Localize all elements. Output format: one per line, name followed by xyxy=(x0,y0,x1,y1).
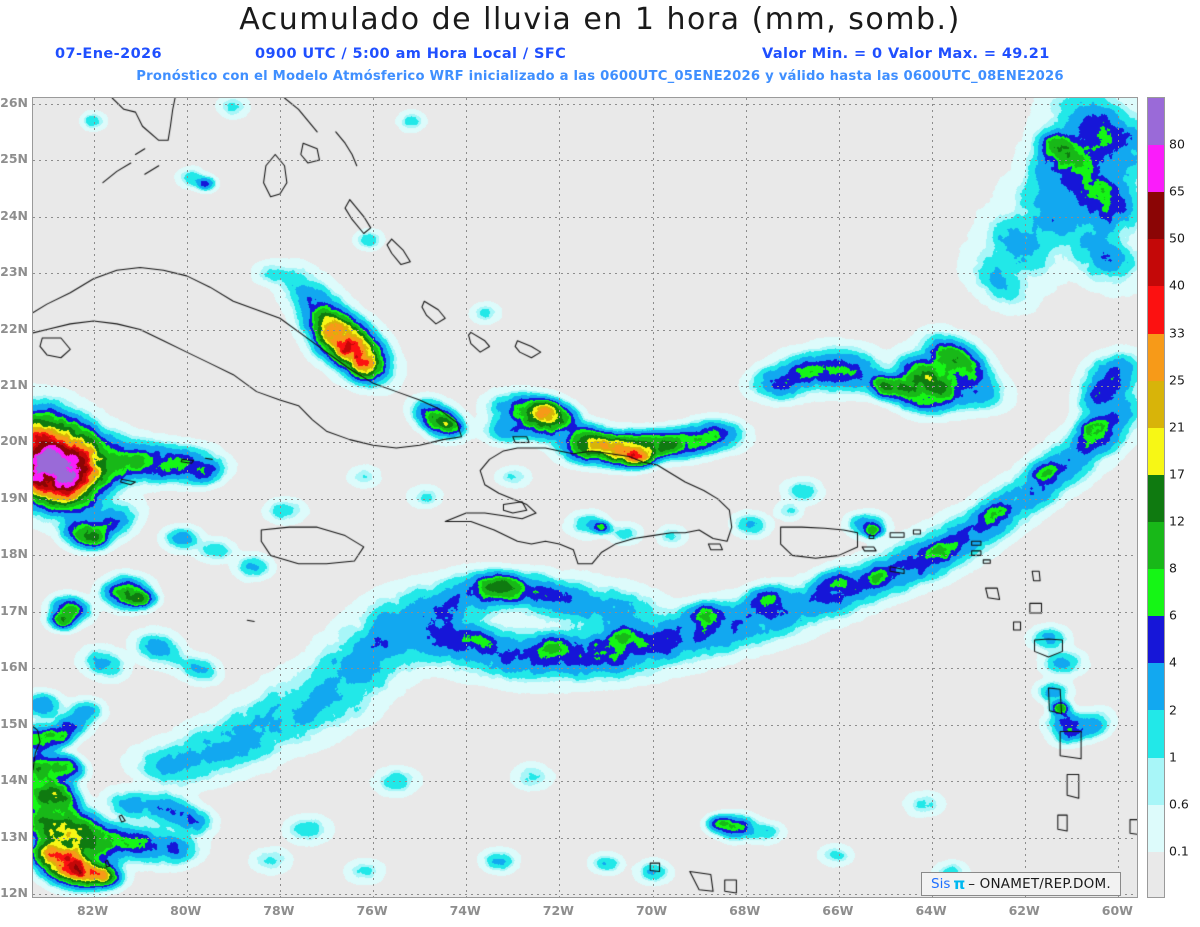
colorbar-tick-label: 80 xyxy=(1169,136,1185,152)
colorbar-tick-label: 12 xyxy=(1169,513,1185,529)
colorbar-segment xyxy=(1148,663,1164,711)
colorbar-segment xyxy=(1148,851,1164,897)
colorbar-segment xyxy=(1148,616,1164,664)
colorbar-tick-label: 33 xyxy=(1169,325,1185,341)
x-tick-label: 78W xyxy=(263,903,295,918)
precipitation-field xyxy=(33,98,1137,897)
colorbar-segment xyxy=(1148,380,1164,428)
colorbar-tick-label: 0.6 xyxy=(1169,796,1189,812)
y-tick-label: 13N xyxy=(0,828,28,844)
y-tick-label: 15N xyxy=(0,715,28,731)
colorbar-segment xyxy=(1148,804,1164,852)
attribution-agency: – ONAMET/REP.DOM. xyxy=(968,876,1111,892)
colorbar-tick-label: 50 xyxy=(1169,230,1185,246)
pi-icon: π xyxy=(953,875,966,893)
page-title: Acumulado de lluvia en 1 hora (mm, somb.… xyxy=(239,2,961,37)
header: Acumulado de lluvia en 1 hora (mm, somb.… xyxy=(0,0,1200,95)
x-tick-label: 82W xyxy=(76,903,109,918)
colorbar-segment xyxy=(1148,239,1164,287)
colorbar-tick-label: 1 xyxy=(1169,749,1177,765)
colorbar-segment xyxy=(1148,145,1164,193)
y-tick-label: 26N xyxy=(0,94,28,110)
colorbar-segment xyxy=(1148,98,1164,146)
y-tick-label: 12N xyxy=(0,885,28,901)
x-tick-label: 64W xyxy=(915,903,947,918)
colorbar xyxy=(1147,97,1165,898)
y-tick-label: 14N xyxy=(0,772,28,788)
colorbar-tick-label: 17 xyxy=(1169,466,1185,482)
colorbar-segment xyxy=(1148,286,1164,334)
colorbar-tick-label: 8 xyxy=(1169,560,1177,576)
colorbar-segment xyxy=(1148,521,1164,570)
x-tick-label: 76W xyxy=(356,903,388,918)
model-description: Pronóstico con el Modelo Atmósferico WRF… xyxy=(136,69,1064,84)
forecast-date: 07-Ene-2026 xyxy=(55,46,163,62)
x-tick-label: 72W xyxy=(542,903,574,918)
x-tick-label: 74W xyxy=(449,903,481,918)
colorbar-tick-label: 0.1 xyxy=(1169,843,1189,859)
colorbar-labels: 0.1 0.6 1 2 4 6 8 12 17 21 25 33 40 50 65 80 xyxy=(1169,97,1200,898)
value-minmax: Valor Min. = 0 Valor Max. = 49.21 xyxy=(762,46,1050,62)
x-tick-label: 80W xyxy=(170,903,202,918)
sis-logo-text: Sis xyxy=(931,876,951,892)
y-tick-label: 24N xyxy=(0,207,28,223)
colorbar-tick-label: 6 xyxy=(1169,607,1177,623)
colorbar-tick-label: 2 xyxy=(1169,702,1177,718)
y-tick-label: 18N xyxy=(0,546,28,562)
x-tick-label: 68W xyxy=(729,903,761,918)
colorbar-segment xyxy=(1148,427,1164,475)
colorbar-segment xyxy=(1148,192,1164,240)
colorbar-segment xyxy=(1148,474,1164,522)
y-tick-label: 17N xyxy=(0,602,28,618)
attribution-badge: Sis π – ONAMET/REP.DOM. xyxy=(921,872,1121,896)
colorbar-tick-label: 21 xyxy=(1169,419,1185,435)
colorbar-tick-label: 25 xyxy=(1169,372,1185,388)
x-tick-label: 62W xyxy=(1008,903,1040,918)
x-tick-label: 70W xyxy=(635,903,668,918)
colorbar-segment xyxy=(1148,569,1164,617)
y-tick-label: 19N xyxy=(0,489,28,505)
x-tick-label: 66W xyxy=(822,903,854,918)
colorbar-segment xyxy=(1148,710,1164,758)
y-tick-label: 22N xyxy=(0,320,28,336)
map-plot-area[interactable] xyxy=(32,97,1138,898)
y-tick-label: 25N xyxy=(0,151,28,167)
y-axis: 26N 25N 24N 23N 22N 21N 20N 19N 18N 17N 16N 15N 14N 1… xyxy=(0,94,30,901)
forecast-time-info: 0900 UTC / 5:00 am Hora Local / SFC xyxy=(255,46,567,62)
colorbar-tick-label: 65 xyxy=(1169,183,1185,199)
y-tick-label: 16N xyxy=(0,659,28,675)
colorbar-segment xyxy=(1148,333,1164,381)
x-axis: 82W 80W 78W 76W 74W 72W 70W 68W 66W 64W 62W 60W xyxy=(32,903,1138,923)
y-tick-label: 20N xyxy=(0,433,28,449)
y-tick-label: 21N xyxy=(0,376,28,392)
colorbar-segment xyxy=(1148,757,1164,805)
y-tick-label: 23N xyxy=(0,264,28,280)
colorbar-tick-label: 4 xyxy=(1169,654,1177,670)
colorbar-tick-label: 40 xyxy=(1169,277,1185,293)
x-tick-label: 60W xyxy=(1101,903,1133,918)
